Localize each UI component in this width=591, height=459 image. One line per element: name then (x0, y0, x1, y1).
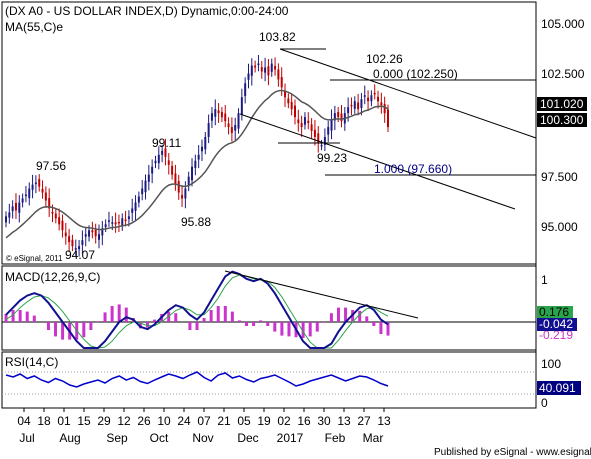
label-94-07: 94.07 (65, 248, 95, 262)
fib-100-label: 1.000 (97.660) (374, 162, 452, 176)
rsi-value-tag: 40.091 (539, 381, 576, 395)
x-axis-months: Jul Aug Sep Oct Nov Dec 2017 Feb Mar (19, 431, 383, 445)
x-tick-label: 30 (317, 414, 331, 428)
x-tick-label: 19 (257, 414, 271, 428)
y-tick-label: 105.000 (541, 17, 585, 31)
price-axis: 105.000 102.500 97.500 95.000 (541, 17, 585, 234)
x-month-label: Sep (106, 431, 128, 445)
x-month-label: Dec (237, 431, 258, 445)
macd-y-tick: 1 (541, 273, 548, 287)
x-tick-label: 01 (57, 414, 71, 428)
x-tick-label: 13 (377, 414, 391, 428)
y-tick-label: 102.500 (541, 67, 585, 81)
macd-signal-tag: 0.176 (539, 305, 569, 319)
ma-55-line (5, 89, 389, 239)
x-tick-label: 02 (277, 414, 291, 428)
ma-label: MA(55,C)e (5, 20, 63, 34)
price-value-tag-bg (537, 113, 587, 127)
label-102-26: 102.26 (366, 52, 403, 66)
x-tick-label: 27 (357, 414, 371, 428)
macd-line (5, 270, 389, 349)
macd-hist-tag: -0.219 (539, 328, 573, 342)
rsi-value-tag-bg (537, 381, 581, 395)
rsi-y-tick-0: 0 (541, 396, 548, 410)
x-tick-label: 15 (77, 414, 91, 428)
rsi-y-tick-100: 100 (541, 357, 561, 371)
x-tick-label: 04 (17, 414, 31, 428)
ma-value-tag: 101.020 (540, 97, 584, 111)
y-tick-label: 97.500 (541, 170, 578, 184)
x-month-label: Jul (19, 431, 34, 445)
price-annotations: 103.82 102.26 99.11 97.56 99.23 95.88 94… (36, 30, 458, 262)
x-tick-label: 12 (117, 414, 131, 428)
macd-value-tag-bg (537, 318, 577, 331)
macd-signal-tag-bg (537, 306, 573, 319)
y-tick-label: 95.000 (541, 220, 578, 234)
label-103-82: 103.82 (259, 30, 296, 44)
x-month-label: Aug (59, 431, 80, 445)
x-tick-label: 24 (177, 414, 191, 428)
macd-value-tag: -0.042 (539, 317, 573, 331)
macd-histogram (4, 304, 390, 340)
x-month-label: Mar (363, 431, 384, 445)
label-97-56: 97.56 (36, 159, 66, 173)
x-tick-label: 29 (97, 414, 111, 428)
x-tick-label: 10 (157, 414, 171, 428)
x-tick-label: 21 (217, 414, 231, 428)
label-99-23: 99.23 (317, 151, 347, 165)
chart-title: (DX A0 - US DOLLAR INDEX,D) Dynamic,0:00… (5, 4, 289, 18)
macd-trendline (224, 270, 419, 319)
upper-channel-line (279, 48, 537, 139)
rsi-title: RSI(14,C) (5, 355, 58, 369)
x-tick-label: 26 (137, 414, 151, 428)
macd-title: MACD(12,26,9,C) (5, 270, 100, 284)
lower-channel-line (239, 113, 516, 210)
trendlines (239, 48, 537, 210)
x-tick-label: 16 (297, 414, 311, 428)
watermark: © eSignal, 2011 (6, 254, 63, 263)
rsi-panel-frame (1, 351, 537, 409)
label-99-11: 99.11 (152, 136, 181, 150)
x-tick-label: 05 (237, 414, 251, 428)
price-value-tag: 100.300 (540, 113, 584, 127)
x-month-label: Nov (192, 431, 213, 445)
fib-0-label: 0.000 (102.250) (373, 67, 458, 81)
x-tick-label: 13 (337, 414, 351, 428)
x-month-label: Oct (150, 431, 169, 445)
x-tick-label: 07 (197, 414, 211, 428)
x-month-label: Feb (325, 431, 346, 445)
x-axis-ticks: 04 18 01 15 29 12 26 10 24 07 21 05 19 02 16 30 13 27 13 (17, 408, 391, 428)
ma-value-tag-bg (537, 97, 587, 111)
label-95-88: 95.88 (181, 215, 211, 229)
x-month-label: 2017 (277, 431, 304, 445)
x-tick-label: 18 (37, 414, 51, 428)
footer-publisher: Published by eSignal - www.esignal.com (434, 447, 591, 458)
rsi-line (5, 371, 389, 388)
